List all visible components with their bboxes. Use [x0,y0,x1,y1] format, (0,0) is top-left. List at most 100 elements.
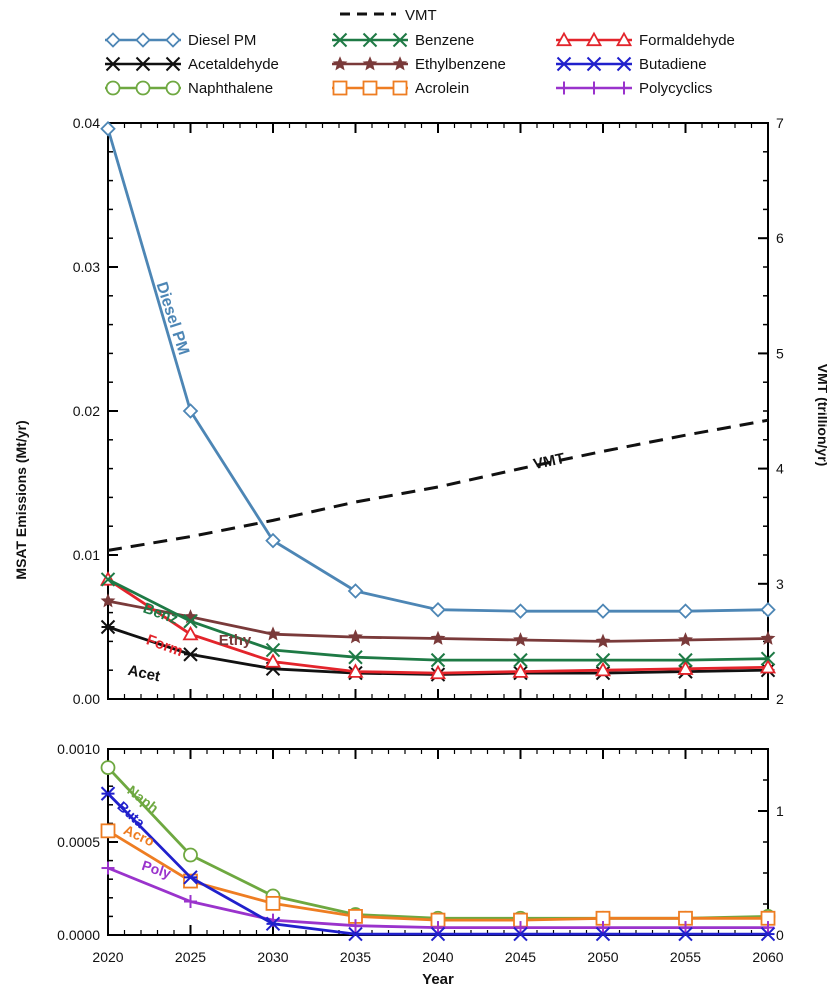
legend-marker-mid-naphthalene [135,80,151,96]
data-point-ethylbenzene [595,633,611,648]
data-point-ethylbenzene [100,593,116,608]
legend-item-diesel: Diesel PM [105,32,256,49]
left-tick-label: 0.00 [73,691,100,707]
legend-item-acetaldehyde: Acetaldehyde [105,56,279,73]
series-label-acetaldehyde: Acet [126,662,161,685]
series-benzene [100,572,776,668]
x-tick-label: 2060 [752,949,783,965]
x-tick-label: 2030 [257,949,288,965]
x-axis-label: Year [422,971,454,988]
legend-item-naphthalene: Naphthalene [105,80,273,97]
data-point-butadiene [513,926,528,942]
series-label-polycyclics: Poly [140,857,173,881]
left-tick-label: 0.02 [73,403,100,419]
legend-label-acetaldehyde: Acetaldehyde [188,56,279,73]
data-point-benzene [595,652,611,668]
right-tick-label: 5 [776,345,784,361]
series-vmt [107,418,769,552]
legend-marker-acrolein [332,80,348,96]
data-point-polycyclics [349,919,362,933]
legend: VMT Diesel PM Benzene Formaldehyde Acetalde… [105,7,735,97]
data-point-polycyclics [596,921,610,935]
data-point-butadiene [183,870,198,885]
legend-item-acrolein: Acrolein [332,80,469,97]
legend-label-acrolein: Acrolein [415,80,469,97]
left-tick-label: 0.0010 [57,741,100,757]
data-point-acrolein [100,823,116,839]
legend-marker-polycyclics [557,81,571,95]
series-label-formaldehyde: Form [144,631,185,660]
data-point-polycyclics [431,921,445,935]
data-point-formaldehyde [429,664,447,680]
bottom-plot-frame [107,748,769,936]
legend-marker-end-diesel [165,32,181,48]
right-tick-label: 3 [776,576,784,592]
legend-label-ethylbenzene: Ethylbenzene [415,56,506,73]
data-point-benzene [430,652,446,668]
data-point-diesel [430,601,446,618]
data-point-ethylbenzene [348,629,363,644]
series-line-vmt [107,418,769,552]
data-point-polycyclics [679,921,692,935]
x-tick-label: 2040 [422,949,453,965]
right-tick-label: 6 [776,230,784,246]
legend-label-formaldehyde: Formaldehyde [639,32,735,49]
right-tick-label: 0 [776,927,784,943]
legend-marker-acetaldehyde [105,56,121,72]
left-tick-label: 0.0000 [57,927,100,943]
data-point-polycyclics [101,861,115,875]
data-point-diesel [182,403,199,419]
left-tick-label: 0.0005 [57,834,100,850]
data-point-diesel [347,583,364,599]
data-point-diesel [265,532,281,549]
legend-marker-end-ethylbenzene [392,56,408,71]
data-point-benzene [183,614,198,629]
left-axis-label: MSAT Emissions (Mt/yr) [13,420,29,579]
legend-item-benzene: Benzene [332,32,474,49]
legend-marker-ethylbenzene [332,56,348,71]
series-ethylbenzene [100,593,776,648]
series-polycyclics [101,861,775,935]
data-point-diesel [512,603,529,619]
legend-marker-end-naphthalene [165,80,181,96]
data-point-ethylbenzene [430,630,446,645]
data-point-polycyclics [761,921,775,935]
x-tick-label: 2020 [92,949,123,965]
legend-marker-mid-ethylbenzene [362,56,378,71]
series-label-benzene: Benz [141,600,180,628]
data-point-formaldehyde [182,625,199,641]
legend-marker-mid-acrolein [362,80,378,96]
series-line-diesel [106,128,769,613]
legend-marker-end-acrolein [392,80,408,96]
legend-marker-mid-benzene [362,32,378,48]
legend-item-butadiene: Butadiene [556,56,707,73]
data-point-formaldehyde [677,660,694,675]
legend-marker-end-butadiene [616,56,632,72]
data-point-formaldehyde [594,661,612,677]
top-panel: 0.00 0.01 0.02 0.03 0.04 2 3 4 5 6 7 [73,115,784,707]
x-tick-label: 2025 [175,949,206,965]
data-point-butadiene [348,926,363,942]
series-label-acrolein: Acro [121,821,157,849]
data-point-benzene [348,650,363,665]
data-point-polycyclics [184,895,197,909]
legend-label-vmt: VMT [405,7,437,24]
legend-item-vmt: VMT [340,7,437,24]
legend-label-polycyclics: Polycyclics [639,80,712,97]
data-point-acrolein [265,895,281,911]
data-point-benzene [513,652,528,668]
legend-marker-mid-polycyclics [587,81,601,95]
data-point-formaldehyde [759,658,777,674]
data-point-benzene [678,652,693,668]
legend-item-ethylbenzene: Ethylbenzene [332,56,506,73]
series-label-ethylbenzene: Ethy [219,632,252,649]
data-point-ethylbenzene [265,626,281,641]
data-point-butadiene [760,926,776,942]
series-diesel [100,120,776,619]
right-tick-label: 7 [776,115,784,131]
series-line-naphthalene [106,766,769,920]
legend-marker-end-formaldehyde [615,31,633,47]
legend-item-polycyclics: Polycyclics [556,80,712,97]
legend-marker-end-acetaldehyde [165,56,181,72]
